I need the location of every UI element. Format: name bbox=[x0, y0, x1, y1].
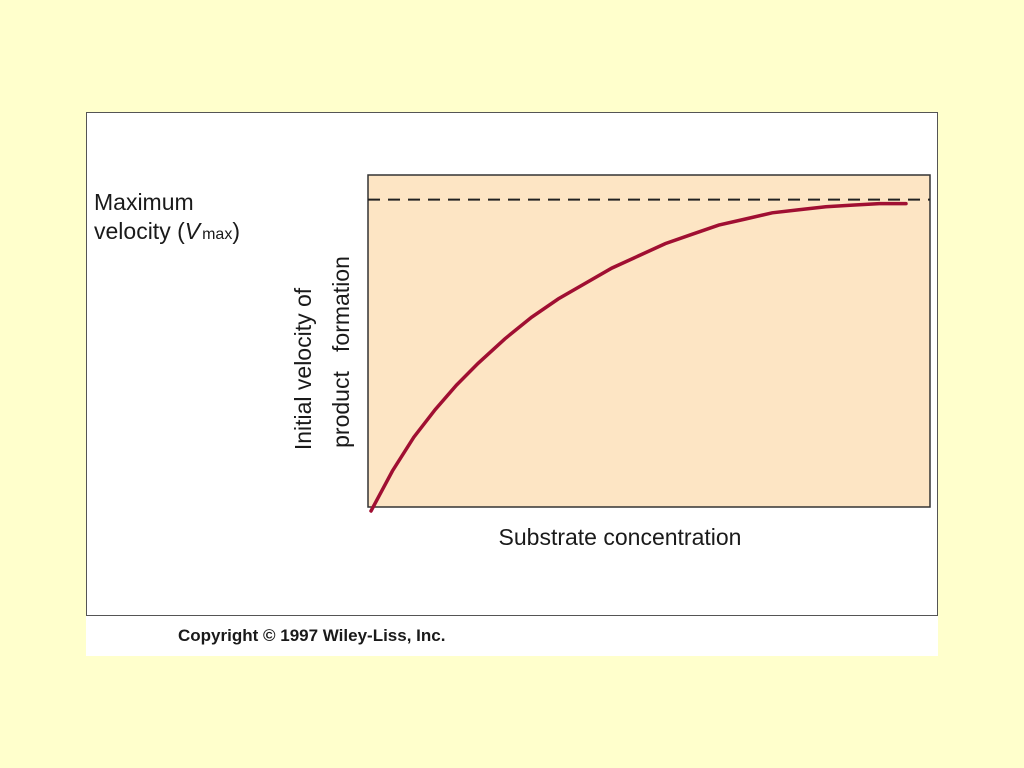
vmax-label-line2: velocity (V max) bbox=[94, 218, 240, 244]
series-curve bbox=[369, 201, 908, 513]
y-axis-label-line1: Initial velocity of bbox=[290, 287, 316, 450]
copyright-strip: Copyright © 1997 Wiley-Liss, Inc. bbox=[86, 616, 938, 656]
vmax-label-subscript: max bbox=[202, 226, 232, 243]
plot-area bbox=[367, 174, 931, 508]
copyright-text: Copyright © 1997 Wiley-Liss, Inc. bbox=[178, 626, 446, 645]
vmax-label-italic: V bbox=[185, 218, 203, 244]
x-axis-label: Substrate concentration bbox=[499, 524, 742, 550]
y-axis-label-line2: product formation bbox=[328, 256, 354, 448]
vmax-label-suffix: ) bbox=[232, 218, 240, 244]
vmax-label-prefix: velocity ( bbox=[94, 218, 185, 244]
vmax-label-line1: Maximum bbox=[94, 189, 194, 215]
